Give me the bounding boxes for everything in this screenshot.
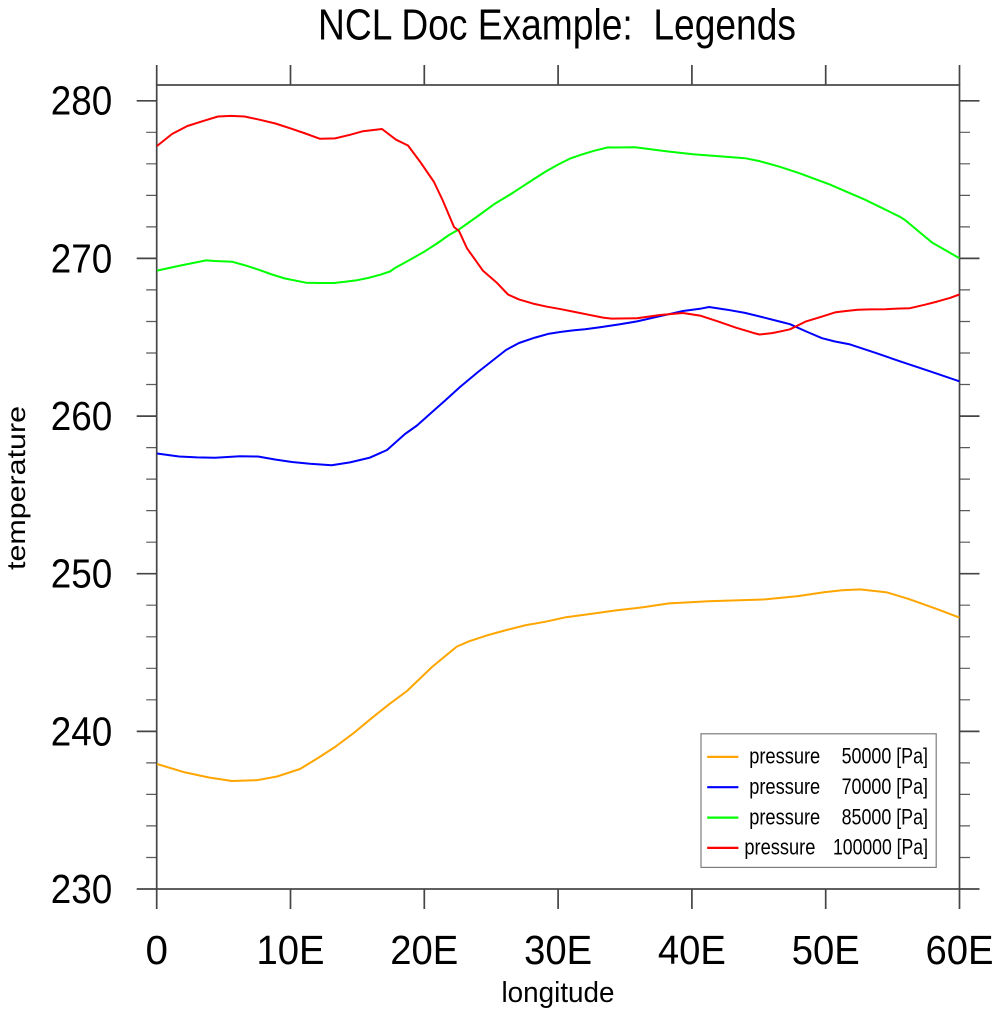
svg-text:10E: 10E: [257, 927, 325, 973]
svg-text:260: 260: [51, 393, 113, 439]
svg-text:pressure: pressure: [749, 804, 820, 829]
svg-text:85000 [Pa]: 85000 [Pa]: [842, 804, 928, 829]
svg-text:0: 0: [145, 927, 168, 973]
svg-text:240: 240: [51, 708, 113, 754]
svg-text:50000 [Pa]: 50000 [Pa]: [842, 744, 928, 769]
svg-text:230: 230: [51, 866, 113, 912]
svg-text:280: 280: [51, 78, 113, 124]
svg-text:70000 [Pa]: 70000 [Pa]: [842, 774, 928, 799]
svg-text:250: 250: [51, 551, 113, 597]
svg-text:100000 [Pa]: 100000 [Pa]: [833, 835, 928, 860]
svg-text:longitude: longitude: [502, 977, 615, 1009]
svg-text:temperature: temperature: [1, 406, 31, 570]
svg-text:50E: 50E: [792, 927, 860, 973]
svg-text:NCL Doc Example: Legends: NCL Doc Example: Legends: [318, 2, 796, 50]
svg-text:pressure: pressure: [749, 774, 820, 799]
svg-text:pressure: pressure: [749, 744, 820, 769]
svg-text:60E: 60E: [926, 927, 994, 973]
svg-text:pressure: pressure: [744, 835, 815, 860]
svg-text:40E: 40E: [658, 927, 726, 973]
svg-text:270: 270: [51, 235, 113, 281]
svg-text:20E: 20E: [390, 927, 458, 973]
svg-text:30E: 30E: [524, 927, 592, 973]
